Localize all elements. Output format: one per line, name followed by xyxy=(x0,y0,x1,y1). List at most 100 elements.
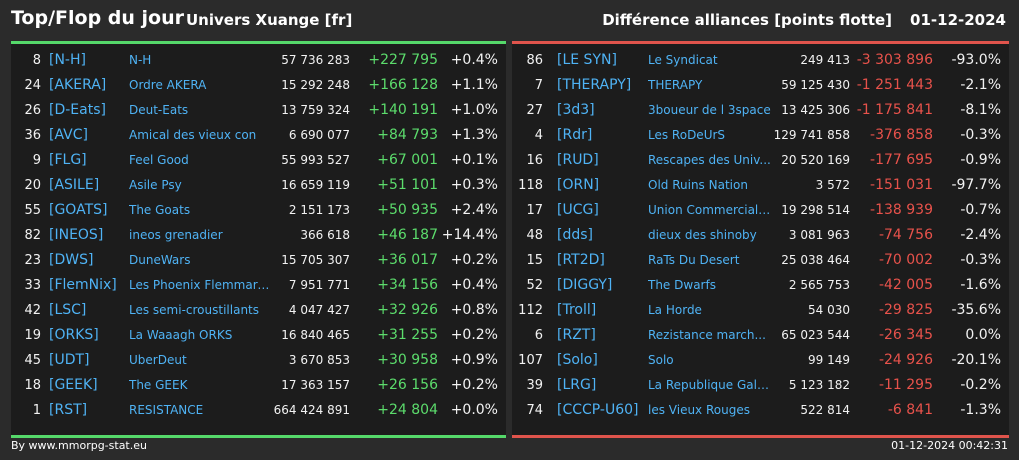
flop-alliance-row: 48 [dds] dieux des shinoby 3 081 963 -74 756… xyxy=(512,223,1009,248)
alliance-tag-link[interactable]: [LE SYN] xyxy=(557,52,617,68)
alliance-tag-link[interactable]: [N-H] xyxy=(49,52,86,68)
percent-change: +0.9% xyxy=(450,352,498,368)
alliance-rank: 112 xyxy=(518,303,543,318)
fleet-points: 249 413 xyxy=(800,53,850,67)
top-alliance-row: 42 [LSC] Les semi-croustillants 4 047 427 +3… xyxy=(11,298,506,323)
points-difference: +227 795 xyxy=(368,52,438,68)
percent-change: +0.0% xyxy=(450,402,498,418)
flop-alliance-row: 39 [LRG] La Republique Gala... 5 123 182 -11… xyxy=(512,373,1009,398)
alliance-rank: 26 xyxy=(24,103,41,118)
alliance-tag-link[interactable]: [FLG] xyxy=(49,152,87,168)
points-difference: -70 002 xyxy=(878,252,933,268)
fleet-points: 7 951 771 xyxy=(288,278,350,292)
alliance-tag-link[interactable]: [ORN] xyxy=(557,177,600,193)
top-alliance-row: 19 [ORKS] La Waaagh ORKS 16 840 465 +31 255 +… xyxy=(11,323,506,348)
fleet-points: 13 425 306 xyxy=(781,103,850,117)
alliance-rank: 17 xyxy=(526,203,543,218)
alliance-tag-link[interactable]: [GOATS] xyxy=(49,202,108,218)
universe-subtitle: Univers Xuange [fr] xyxy=(186,11,353,29)
percent-change: -0.9% xyxy=(960,152,1001,168)
percent-change: -1.6% xyxy=(960,277,1001,293)
alliance-tag-link[interactable]: [ASILE] xyxy=(49,177,100,193)
alliance-tag-link[interactable]: [AKERA] xyxy=(49,77,107,93)
top-alliance-row: 1 [RST] RESISTANCE 664 424 891 +24 804 +0.0% xyxy=(11,398,506,423)
alliance-tag-link[interactable]: [THERAPY] xyxy=(557,77,632,93)
top-alliance-row: 33 [FlemNix] Les Phoenix Flemmards 7 951 77… xyxy=(11,273,506,298)
alliance-tag-link[interactable]: [UCG] xyxy=(557,202,599,218)
top-alliance-row: 9 [FLG] Feel Good 55 993 527 +67 001 +0.1% xyxy=(11,148,506,173)
fleet-points: 15 292 248 xyxy=(281,78,350,92)
alliance-rank: 36 xyxy=(24,128,41,143)
fleet-points: 129 741 858 xyxy=(773,128,850,142)
alliance-tag-link[interactable]: [GEEK] xyxy=(49,377,98,393)
points-difference: -42 005 xyxy=(878,277,933,293)
points-difference: +34 156 xyxy=(377,277,438,293)
top-alliance-row: 23 [DWS] DuneWars 15 705 307 +36 017 +0.2% xyxy=(11,248,506,273)
alliance-tag-link[interactable]: [DIGGY] xyxy=(557,277,613,293)
flop-alliance-row: 74 [CCCP-U60] les Vieux Rouges 522 814 -6 84… xyxy=(512,398,1009,423)
points-difference: +32 926 xyxy=(377,302,438,318)
alliance-rank: 4 xyxy=(534,128,543,143)
alliance-rank: 52 xyxy=(526,278,543,293)
points-difference: -3 303 896 xyxy=(856,52,933,68)
points-difference: +84 793 xyxy=(377,127,438,143)
fleet-points: 3 572 xyxy=(815,178,850,192)
alliance-tag-link[interactable]: [RT2D] xyxy=(557,252,605,268)
alliance-tag-link[interactable]: [RST] xyxy=(49,402,88,418)
alliance-tag-link[interactable]: [Troll] xyxy=(557,302,597,318)
flop-alliance-row: 112 [Troll] La Horde 54 030 -29 825 -35.6% xyxy=(512,298,1009,323)
points-difference: -1 175 841 xyxy=(856,102,933,118)
percent-change: +0.4% xyxy=(450,52,498,68)
alliance-rank: 45 xyxy=(24,353,41,368)
percent-change: +0.1% xyxy=(450,152,498,168)
flop-alliance-row: 52 [DIGGY] The Dwarfs 2 565 753 -42 005 -1.6% xyxy=(512,273,1009,298)
fleet-points: 2 565 753 xyxy=(788,278,850,292)
points-difference: +30 958 xyxy=(377,352,438,368)
fleet-points: 15 705 307 xyxy=(281,253,350,267)
alliance-tag-link[interactable]: [dds] xyxy=(557,227,593,243)
fleet-points: 25 038 464 xyxy=(781,253,850,267)
top-alliance-row: 8 [N-H] N-H 57 736 283 +227 795 +0.4% xyxy=(11,48,506,73)
flop-alliance-row: 118 [ORN] Old Ruins Nation 3 572 -151 031 -97… xyxy=(512,173,1009,198)
percent-change: +0.8% xyxy=(450,302,498,318)
alliance-rank: 107 xyxy=(518,353,543,368)
alliance-tag-link[interactable]: [Rdr] xyxy=(557,127,593,143)
fleet-points: 3 081 963 xyxy=(788,228,850,242)
alliance-tag-link[interactable]: [RZT] xyxy=(557,327,596,343)
alliance-tag-link[interactable]: [INEOS] xyxy=(49,227,104,243)
alliance-tag-link[interactable]: [LSC] xyxy=(49,302,87,318)
alliance-tag-link[interactable]: [Solo] xyxy=(557,352,598,368)
alliance-tag-link[interactable]: [ORKS] xyxy=(49,327,99,343)
percent-change: -0.7% xyxy=(960,202,1001,218)
fleet-points: 99 149 xyxy=(808,353,850,367)
top-alliance-row: 20 [ASILE] Asile Psy 16 659 119 +51 101 +0.3% xyxy=(11,173,506,198)
alliance-tag-link[interactable]: [LRG] xyxy=(557,377,597,393)
alliance-rank: 6 xyxy=(534,328,543,343)
percent-change: +1.1% xyxy=(450,77,498,93)
alliance-rank: 24 xyxy=(24,78,41,93)
percent-change: +0.2% xyxy=(450,377,498,393)
alliance-tag-link[interactable]: [RUD] xyxy=(557,152,599,168)
alliance-tag-link[interactable]: [3d3] xyxy=(557,102,595,118)
alliance-tag-link[interactable]: [FlemNix] xyxy=(49,277,117,293)
percent-change: -20.1% xyxy=(951,352,1001,368)
alliance-tag-link[interactable]: [D-Eats] xyxy=(49,102,106,118)
alliance-tag-link[interactable]: [UDT] xyxy=(49,352,90,368)
fleet-points: 65 023 544 xyxy=(781,328,850,342)
alliance-tag-link[interactable]: [CCCP-U60] xyxy=(557,402,639,418)
fleet-points: 59 125 430 xyxy=(781,78,850,92)
alliance-tag-link[interactable]: [DWS] xyxy=(49,252,94,268)
points-difference: -177 695 xyxy=(870,152,933,168)
alliance-tag-link[interactable]: [AVC] xyxy=(49,127,88,143)
alliance-rank: 8 xyxy=(32,53,41,68)
flop-alliance-row: 6 [RZT] Rezistance march... 65 023 544 -26 3… xyxy=(512,323,1009,348)
alliance-rank: 23 xyxy=(24,253,41,268)
points-difference: +140 191 xyxy=(368,102,438,118)
header-date: 01-12-2024 xyxy=(910,11,1006,29)
alliance-rank: 48 xyxy=(526,228,543,243)
flop-alliance-row: 107 [Solo] Solo 99 149 -24 926 -20.1% xyxy=(512,348,1009,373)
alliance-rank: 20 xyxy=(24,178,41,193)
fleet-points: 16 840 465 xyxy=(281,328,350,342)
points-difference: +24 804 xyxy=(377,402,438,418)
